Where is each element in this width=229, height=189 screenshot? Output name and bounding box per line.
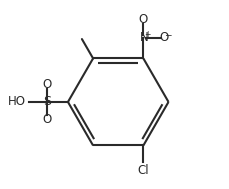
Text: O: O bbox=[159, 31, 169, 44]
Text: Cl: Cl bbox=[138, 164, 149, 177]
Text: $\mathregular{N}$: $\mathregular{N}$ bbox=[139, 31, 148, 44]
Text: O: O bbox=[43, 78, 52, 91]
Text: O: O bbox=[139, 13, 148, 26]
Text: −: − bbox=[164, 30, 172, 39]
Text: S: S bbox=[44, 95, 52, 108]
Text: HO: HO bbox=[8, 95, 26, 108]
Text: O: O bbox=[43, 113, 52, 126]
Text: +: + bbox=[144, 30, 151, 39]
